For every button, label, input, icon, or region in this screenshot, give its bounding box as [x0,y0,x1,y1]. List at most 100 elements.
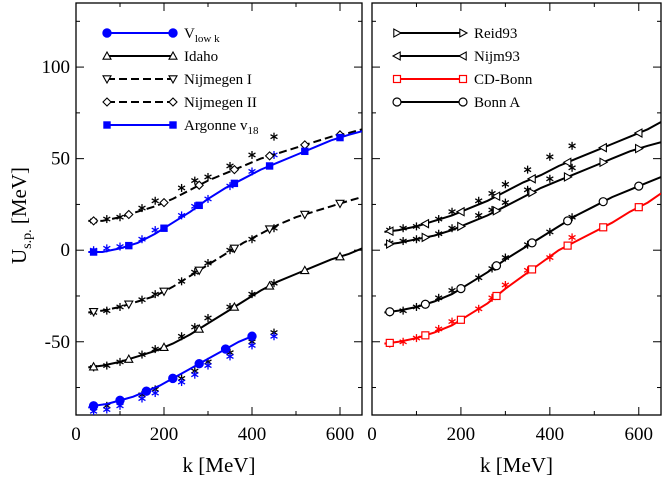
plot-frame [75,2,363,416]
legend-marker [392,74,402,84]
x-tick-label: 0 [367,424,377,445]
series-marker [456,315,466,324]
series-marker [159,287,169,297]
series-marker [421,331,430,340]
star-data-point [523,165,532,174]
legend-marker [458,97,468,107]
legend-marker [102,50,112,60]
series-marker [336,133,344,142]
series-marker [563,172,573,182]
series-marker [88,401,99,411]
left-panel: 0 200 400 600 -50 0 50 100 k [MeV] Us.p. [MeV] Vlo… [7,2,363,477]
y-tick-label: 50 [51,149,70,170]
series-marker [194,266,205,276]
legend-label: Vlow k [184,26,220,45]
x-tick-label: 200 [447,424,476,445]
star-data-point [568,141,576,150]
star-data-point [546,152,554,161]
legend-item: CD-Bonn [392,72,533,88]
legend-item: Reid93 [393,26,517,42]
series-marker [420,299,430,309]
series-marker [124,209,134,220]
series-marker [265,162,274,170]
series-marker [264,225,275,235]
series-marker [421,232,431,243]
plot-frame [371,2,662,416]
series-marker [335,251,345,261]
plot-area [87,128,362,415]
legend-marker [168,28,178,38]
legend-marker [458,74,468,84]
legend-item: Argonne v18 [103,118,259,137]
series-marker [491,191,501,202]
x-axis-label: k [MeV] [480,453,553,477]
series-line [384,121,661,233]
series-marker [229,164,240,175]
series-nijm93 [384,121,661,237]
series-marker [264,280,275,290]
series-marker [386,239,395,249]
star-data-point [568,163,576,172]
series-reid93 [384,141,661,249]
series-marker [492,205,502,216]
legend-marker [393,28,403,38]
legend-marker [102,97,112,107]
x-tick-label: 600 [326,424,355,445]
series-marker [634,181,644,191]
series-marker [599,157,609,168]
star-data-point [568,233,576,242]
legend-item: Nijmegen II [102,95,257,111]
series-marker [598,142,607,153]
legend-marker [168,50,178,60]
series-marker [247,331,257,341]
series-marker [264,151,275,161]
series-marker [634,203,643,212]
series-marker [492,291,501,301]
series-marker [527,238,537,248]
legend-item: Vlow k [102,26,220,45]
series-cd-bonn [384,192,661,347]
legend-marker [168,97,178,107]
legend-label: Nijmegen II [184,95,257,111]
series-marker [195,201,203,210]
series-marker [633,128,643,138]
series-marker [88,308,99,317]
star-data-point [248,341,256,350]
legend-label: Bonn A [474,95,520,111]
series-marker [384,226,394,237]
series-marker [527,265,537,274]
series-marker [457,221,467,232]
series-line [88,130,362,253]
y-tick-label: 0 [61,240,71,261]
series-line [88,247,362,369]
star-data-point [270,132,278,141]
star-data-point [103,405,111,414]
series-marker [385,338,394,347]
star-data-point [177,378,186,387]
series-marker [159,197,169,208]
series-marker [563,216,573,226]
x-tick-label: 400 [536,424,565,445]
star-data-point [151,196,159,205]
series-marker [88,216,99,226]
series-marker [123,354,134,363]
series-marker [599,223,608,232]
legend-marker [103,121,111,129]
legend-marker [392,97,402,107]
series-marker [115,395,125,406]
series-marker [230,179,239,188]
x-tick-label: 600 [625,424,654,445]
series-marker [125,241,133,250]
legend-label: Nijm93 [474,49,520,65]
series-marker [335,199,345,209]
series-bonn-a [384,176,661,317]
series-marker [194,180,204,190]
legend-marker [169,121,177,129]
legend: Vlow k Idaho Nijmegen I Nijmegen II Argonne … [102,26,259,137]
legend-label: Idaho [184,49,218,65]
x-tick-label: 0 [71,424,81,445]
legend-item: Nijmegen I [102,72,252,88]
legend-label: Nijmegen I [184,72,252,88]
series-marker [635,143,644,154]
